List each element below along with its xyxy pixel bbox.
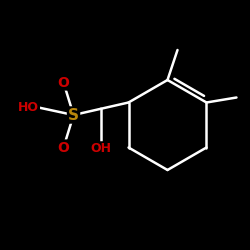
Text: O: O	[58, 76, 70, 90]
Text: O: O	[58, 140, 70, 154]
Text: OH: OH	[90, 142, 112, 155]
Text: HO: HO	[18, 101, 39, 114]
Text: S: S	[68, 108, 79, 122]
